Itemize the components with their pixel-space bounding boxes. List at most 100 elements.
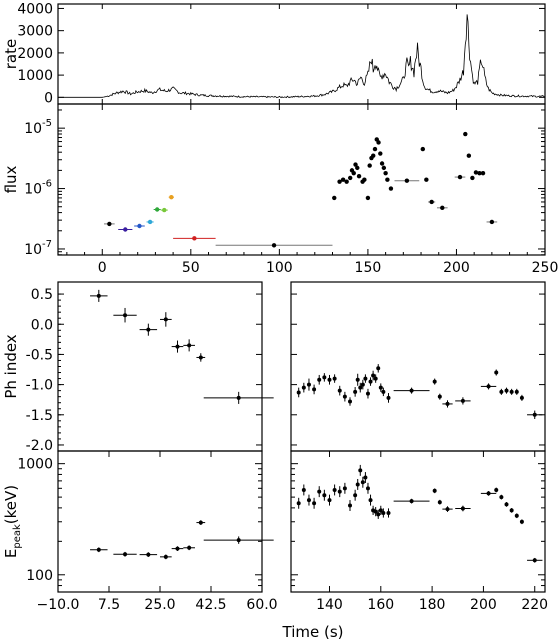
data-point bbox=[386, 510, 391, 515]
x-tick-label: 7.5 bbox=[98, 597, 120, 613]
flux-point bbox=[340, 177, 346, 182]
data-point bbox=[306, 382, 311, 387]
y-axis-label-phindex: Ph index bbox=[2, 334, 20, 398]
y-tick-label: 0.0 bbox=[31, 317, 53, 333]
data-point bbox=[348, 399, 353, 404]
data-point bbox=[460, 398, 465, 403]
y-tick-label-exp: -7 bbox=[42, 239, 52, 250]
data-point bbox=[353, 493, 358, 498]
flux-point bbox=[271, 243, 277, 248]
data-point bbox=[306, 498, 311, 503]
flux-point bbox=[162, 207, 167, 213]
data-point bbox=[337, 388, 342, 393]
data-point bbox=[146, 552, 151, 557]
plot-frame bbox=[290, 281, 546, 452]
y-tick-label: 10-6 bbox=[24, 179, 52, 198]
flux-point bbox=[351, 170, 356, 176]
x-tick-label: 150 bbox=[355, 260, 382, 276]
flux-point bbox=[372, 146, 378, 152]
data-point bbox=[373, 509, 378, 514]
data-point bbox=[371, 373, 376, 378]
plot-frame bbox=[290, 450, 546, 593]
data-point bbox=[163, 317, 168, 322]
y-tick-label-exp: -5 bbox=[42, 118, 52, 129]
flux-point bbox=[388, 186, 394, 191]
epeak-late-panel: 140 160 180 200 220 bbox=[290, 450, 548, 613]
flux-point bbox=[463, 131, 468, 137]
x-tick-label: 50 bbox=[182, 260, 200, 276]
flux-point bbox=[107, 221, 112, 227]
data-point bbox=[368, 498, 373, 503]
data-point bbox=[322, 375, 327, 380]
data-point bbox=[296, 390, 301, 395]
data-point bbox=[514, 513, 519, 518]
data-point bbox=[327, 498, 332, 503]
data-point bbox=[342, 394, 347, 399]
label-E: E bbox=[2, 549, 20, 558]
data-point bbox=[409, 388, 414, 393]
rate-line bbox=[58, 14, 546, 99]
flux-point bbox=[477, 170, 482, 176]
flux-point bbox=[429, 199, 434, 205]
y-tick-label-base: 10 bbox=[24, 121, 42, 137]
flux-point bbox=[371, 153, 376, 158]
data-point bbox=[175, 344, 180, 349]
data-point bbox=[445, 401, 450, 406]
data-point bbox=[332, 376, 337, 381]
data-point bbox=[301, 385, 306, 390]
data-point bbox=[532, 558, 537, 563]
data-point bbox=[236, 395, 241, 400]
data-point bbox=[445, 507, 450, 512]
flux-point bbox=[473, 170, 479, 175]
data-point bbox=[146, 327, 151, 332]
data-point bbox=[187, 545, 192, 550]
plot-frame bbox=[57, 281, 263, 452]
flux-point bbox=[367, 163, 372, 168]
x-tick-label: 60.0 bbox=[246, 597, 277, 613]
data-point bbox=[499, 389, 504, 394]
data-point bbox=[494, 370, 499, 375]
data-point bbox=[504, 388, 509, 393]
x-axis-label: Time (s) bbox=[282, 623, 344, 641]
data-point bbox=[514, 389, 519, 394]
data-point bbox=[360, 480, 365, 485]
flux-point bbox=[356, 174, 362, 179]
data-point bbox=[486, 491, 491, 496]
plot-frame bbox=[57, 103, 546, 256]
data-point bbox=[409, 499, 414, 504]
data-point bbox=[363, 475, 368, 480]
data-point bbox=[96, 547, 101, 552]
data-point bbox=[432, 379, 437, 384]
data-point bbox=[198, 520, 203, 525]
flux-point bbox=[404, 178, 410, 183]
data-point bbox=[123, 313, 128, 318]
x-tick-label: 200 bbox=[443, 260, 470, 276]
flux-point bbox=[154, 207, 160, 212]
y-tick-label-base: 10 bbox=[24, 242, 42, 258]
y-axis-label-rate: rate bbox=[2, 39, 20, 69]
data-point bbox=[360, 382, 365, 387]
data-point bbox=[437, 394, 442, 399]
data-point bbox=[296, 501, 301, 506]
flux-point bbox=[362, 177, 367, 182]
y-tick-label: 100 bbox=[26, 568, 53, 584]
data-point bbox=[381, 510, 386, 515]
data-point bbox=[378, 508, 383, 513]
phindex-early-panel: 0.5 0.0 -0.5 -1.0 -1.5 -2.0 Ph index bbox=[2, 281, 274, 454]
y-axis-label-epeak: Epeak(keV) bbox=[2, 485, 23, 558]
flux-point bbox=[440, 205, 445, 211]
data-point bbox=[376, 512, 381, 517]
y-tick-label: 1000 bbox=[17, 68, 53, 84]
data-point bbox=[376, 366, 381, 371]
x-tick-label: −10.0 bbox=[37, 597, 80, 613]
data-point bbox=[365, 486, 370, 491]
flux-point bbox=[489, 219, 495, 225]
y-tick-label: -0.5 bbox=[26, 347, 53, 363]
flux-point bbox=[332, 195, 337, 201]
flux-point bbox=[420, 146, 426, 152]
y-tick-label: -1.0 bbox=[26, 378, 53, 394]
data-point bbox=[337, 489, 342, 494]
data-point bbox=[363, 376, 368, 381]
data-point bbox=[348, 503, 353, 508]
